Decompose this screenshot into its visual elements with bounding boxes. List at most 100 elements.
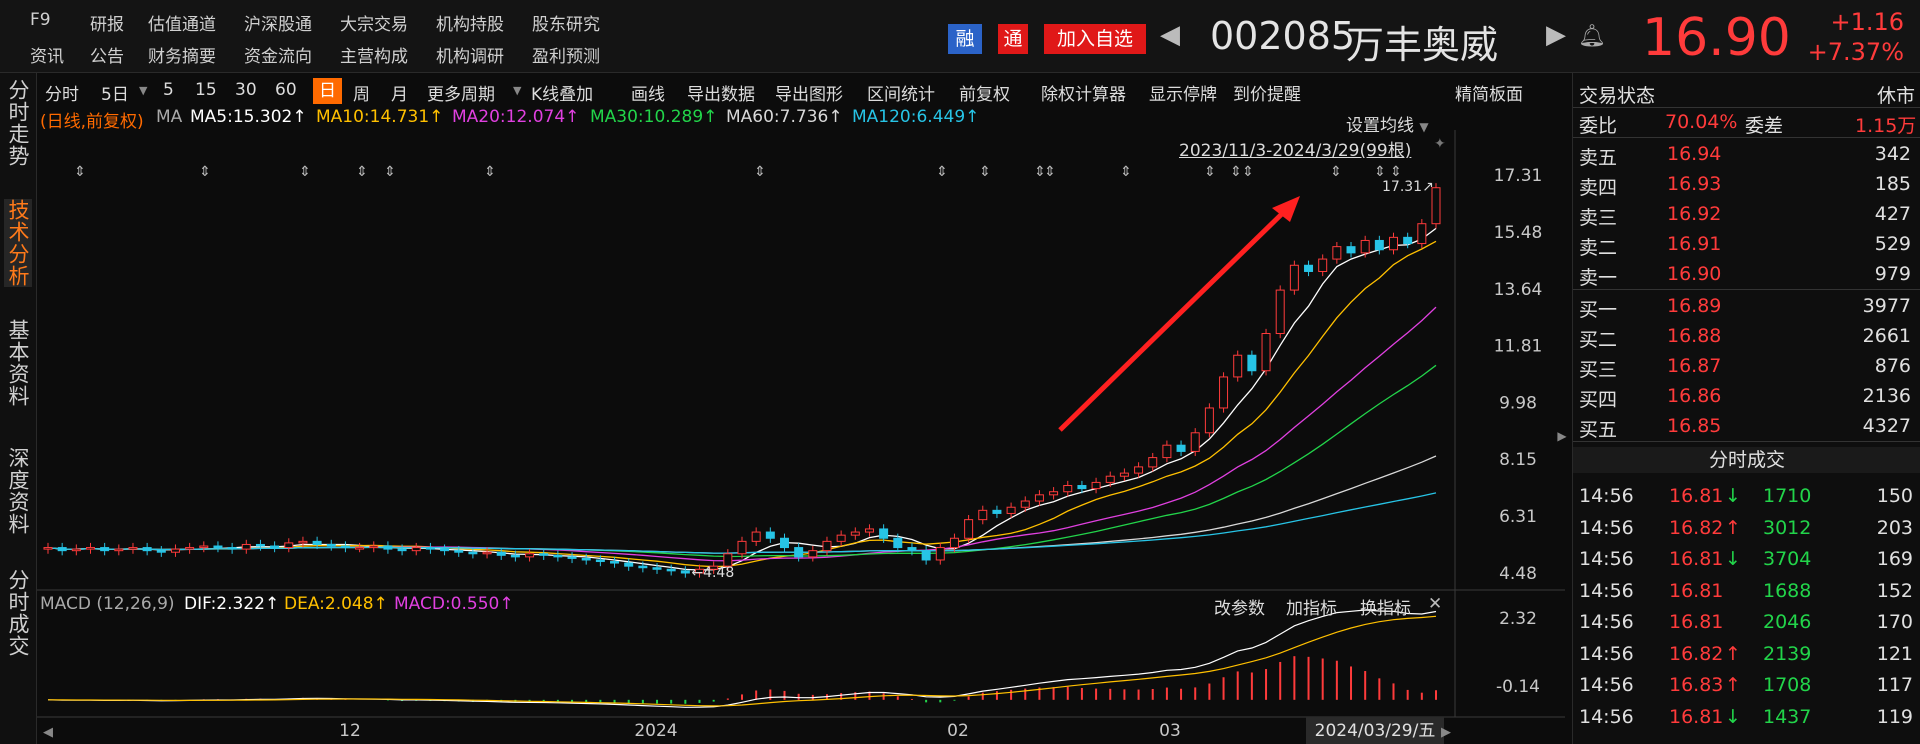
toolbar-item[interactable]: 周 [353, 85, 370, 105]
tick-arrow: ↑ [1725, 642, 1741, 665]
toolbar-item[interactable]: 5日 [101, 85, 129, 105]
tick-volume: 3012 [1763, 516, 1812, 539]
tick-volume: 3704 [1763, 548, 1812, 570]
pin-icon[interactable]: ✦ [1434, 136, 1446, 152]
bell-icon[interactable]: 🔔︎ [1578, 24, 1606, 49]
candle-body [808, 550, 818, 558]
event-marker-icon: ⇕ [384, 164, 396, 180]
left-tab[interactable]: 基本资料 [6, 319, 30, 407]
order-book-panel: 交易状态 休市 委比 70.04% 委差 1.15万 卖五 16.94 342 卖四 1… [1572, 73, 1920, 744]
nav-link[interactable]: 公告 [90, 47, 124, 67]
macd-add-indicator-button[interactable]: 加指标 [1286, 599, 1337, 619]
left-tab[interactable]: 深度资料 [6, 447, 30, 535]
prev-stock-icon[interactable]: ◀ [1160, 20, 1180, 50]
tick-price: 16.81 [1669, 548, 1724, 570]
trade-status-value: 休市 [1877, 85, 1916, 107]
toolbar-item[interactable]: 5 [163, 80, 174, 100]
y-tick-label: 15.48 [1494, 223, 1543, 243]
range-label[interactable]: 2023/11/3-2024/3/29(99根) [1179, 141, 1412, 161]
next-stock-icon[interactable]: ▶ [1546, 20, 1566, 50]
macd-value: MACD:0.550↑ [394, 594, 514, 614]
order-level: 买四 16.86 2136 [1573, 381, 1920, 411]
wei-cha-label: 委差 [1745, 115, 1784, 137]
tick-time: 14:56 [1579, 548, 1634, 570]
toolbar-item[interactable]: K线叠加 [531, 85, 594, 105]
level-price: 16.87 [1667, 355, 1722, 377]
toolbar-item[interactable]: 月 [391, 85, 408, 105]
candle-body [85, 547, 95, 550]
set-ma-button[interactable]: 设置均线 ▼ [1346, 116, 1429, 136]
connect-badge[interactable]: 通 [998, 24, 1028, 54]
toolbar-item[interactable]: 30 [235, 80, 257, 100]
toolbar-item[interactable]: 区间统计 [867, 85, 935, 105]
candle-body [1077, 485, 1087, 490]
toolbar-item[interactable]: 日 [313, 78, 342, 104]
tick-count: 152 [1876, 579, 1913, 602]
toolbar-item[interactable]: 更多周期 [427, 85, 495, 105]
nav-link[interactable]: 机构持股 [436, 15, 504, 35]
nav-link[interactable]: 财务摘要 [148, 47, 216, 67]
candle-body [879, 528, 889, 539]
toolbar-item[interactable]: 画线 [631, 85, 665, 105]
toolbar-item[interactable]: 导出数据 [687, 85, 755, 105]
event-marker-icon: ⇕ [199, 164, 211, 180]
candle-body [1403, 236, 1413, 245]
tick-time: 14:56 [1579, 516, 1634, 539]
tick-row: 14:56 16.83 ↑ 1708 117 [1573, 670, 1920, 700]
simple-panel-button[interactable]: 精简板面 [1455, 85, 1523, 105]
nav-link[interactable]: F9 [30, 10, 51, 30]
candle-body [284, 542, 294, 549]
candle-body [709, 565, 719, 570]
chevron-down-icon[interactable]: ▼ [139, 84, 148, 97]
candle-body [170, 548, 180, 553]
candle-body [539, 553, 549, 556]
nav-link[interactable]: 估值通道 [148, 15, 216, 35]
candle-body [567, 556, 577, 559]
left-tab[interactable]: 分时成交 [6, 569, 30, 657]
margin-trading-badge[interactable]: 融 [948, 24, 982, 54]
nav-link[interactable]: 资金流向 [244, 47, 312, 67]
nav-link[interactable]: 大宗交易 [340, 15, 408, 35]
tick-row: 14:56 16.81 ↓ 1437 119 [1573, 702, 1920, 732]
nav-link[interactable]: 资讯 [30, 47, 64, 67]
toolbar-item[interactable]: 到价提醒 [1233, 85, 1301, 105]
candle-body [43, 547, 53, 550]
toolbar-item[interactable]: 60 [275, 80, 297, 100]
nav-link[interactable]: 沪深股通 [244, 15, 312, 35]
nav-link[interactable]: 主营构成 [340, 47, 408, 67]
change-pct: +7.37% [1807, 38, 1904, 66]
nav-link[interactable]: 股东研究 [532, 15, 600, 35]
event-marker-icon: ⇕ [936, 164, 948, 180]
tick-count: 117 [1876, 674, 1913, 696]
close-icon[interactable]: ✕ [1428, 594, 1443, 614]
nav-link[interactable]: 研报 [90, 15, 124, 35]
toolbar-item[interactable]: 15 [195, 80, 217, 100]
macd-edit-params-button[interactable]: 改参数 [1214, 599, 1265, 619]
macd-dea: DEA:2.048↑ [284, 594, 388, 614]
event-marker-icon: ⇕ [1242, 164, 1254, 180]
candle-body [822, 540, 832, 552]
candle-body [199, 545, 209, 549]
tick-time: 14:56 [1579, 579, 1634, 602]
candle-body [921, 550, 931, 561]
nav-link[interactable]: 机构调研 [436, 47, 504, 67]
nav-link[interactable]: 盈利预测 [532, 47, 600, 67]
left-tab[interactable]: 分时走势 [6, 79, 30, 167]
macd-change-indicator-button[interactable]: 换指标 [1360, 599, 1411, 619]
chevron-down-icon[interactable]: ▼ [513, 84, 522, 97]
ma-legend-item: MA20:12.074↑ [452, 107, 580, 127]
tick-row: 14:56 16.81 ↓ 3704 169 [1573, 544, 1920, 574]
toolbar-item[interactable]: 分时 [45, 85, 79, 105]
x-tick-label: 12 [339, 721, 361, 741]
toolbar-item[interactable]: 显示停牌 [1149, 85, 1217, 105]
left-tab[interactable]: 技术分析 [4, 199, 32, 287]
toolbar-item[interactable]: 导出图形 [775, 85, 843, 105]
candle-body [680, 570, 690, 574]
level-volume: 2661 [1862, 325, 1911, 347]
y-tick-label: 4.48 [1499, 564, 1537, 584]
toolbar-item[interactable]: 除权计算器 [1041, 85, 1126, 105]
high-price-label: 17.31↗ [1382, 179, 1434, 195]
add-watchlist-button[interactable]: 加入自选 [1044, 24, 1146, 54]
toolbar-item[interactable]: 前复权 [959, 85, 1010, 105]
